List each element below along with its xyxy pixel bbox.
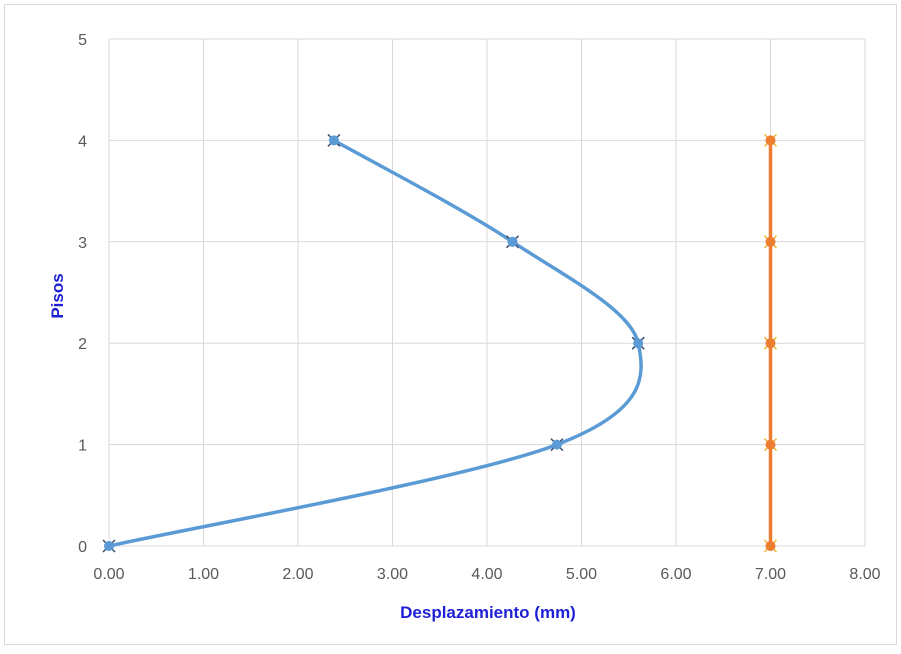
x-tick-label: 3.00 — [377, 566, 408, 583]
x-tick-label: 7.00 — [755, 566, 786, 583]
y-tick-label: 5 — [78, 32, 87, 49]
y-tick-label: 2 — [78, 336, 87, 353]
y-axis-ticks: 0 1 2 3 4 5 — [78, 32, 87, 556]
scatter-chart: 0.00 1.00 2.00 3.00 4.00 5.00 6.00 7.00 8.00 0 1 2… — [48, 32, 881, 622]
y-tick-label: 3 — [78, 235, 87, 252]
x-tick-label: 5.00 — [566, 566, 597, 583]
series-2-point — [763, 438, 778, 452]
series-2-point — [763, 133, 778, 147]
series-2-point — [763, 235, 778, 249]
y-axis-title: Pisos — [48, 273, 67, 318]
x-tick-label: 2.00 — [282, 566, 313, 583]
y-tick-label: 4 — [78, 133, 87, 150]
x-tick-label: 0.00 — [93, 566, 124, 583]
y-tick-label: 1 — [78, 438, 87, 455]
x-axis-title: Desplazamiento (mm) — [400, 603, 576, 622]
series-layer — [102, 133, 778, 553]
series-2-point — [763, 539, 778, 553]
x-tick-label: 1.00 — [188, 566, 219, 583]
series-2-point — [763, 336, 778, 350]
x-axis-ticks: 0.00 1.00 2.00 3.00 4.00 5.00 6.00 7.00 8.00 — [93, 566, 880, 583]
series-1-point — [327, 133, 341, 147]
series-1-line — [107, 138, 643, 548]
gridlines — [108, 38, 866, 547]
y-tick-label: 0 — [78, 539, 87, 556]
x-tick-label: 8.00 — [849, 566, 880, 583]
series-1-point — [550, 438, 564, 452]
x-tick-label: 4.00 — [471, 566, 502, 583]
series-1-point — [631, 336, 645, 350]
x-tick-label: 6.00 — [660, 566, 691, 583]
chart-area: 0.00 1.00 2.00 3.00 4.00 5.00 6.00 7.00 8.00 0 1 2… — [4, 4, 897, 645]
series-1-point — [505, 235, 520, 249]
series-1-point — [102, 539, 116, 553]
